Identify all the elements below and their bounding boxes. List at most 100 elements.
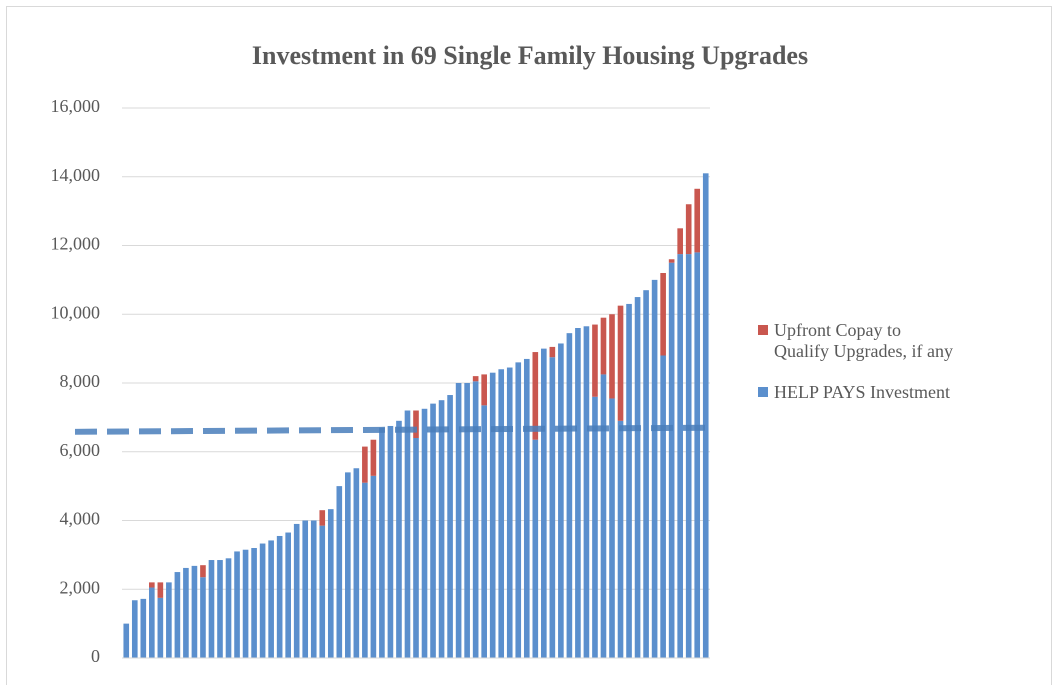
y-tick-label: 10,000 (51, 302, 101, 322)
y-tick-label: 12,000 (51, 234, 101, 254)
chart-title: Investment in 69 Single Family Housing U… (252, 41, 808, 70)
y-tick-label: 16,000 (51, 96, 101, 116)
bar-segment (413, 410, 419, 438)
bar-segment (464, 383, 470, 658)
legend-label: HELP PAYS Investment (774, 382, 951, 402)
bar-segment (472, 376, 479, 382)
reference-line (74, 424, 711, 435)
bar-segment (149, 582, 155, 588)
bar-segment (166, 582, 172, 658)
bar-segment (123, 623, 130, 658)
bar-segment (404, 410, 411, 658)
bar-segment (430, 403, 436, 658)
bar-segment (660, 273, 666, 356)
bar-segment (523, 358, 530, 658)
bar-segment (489, 372, 496, 658)
bar-segment (200, 577, 206, 658)
y-tick-label: 2,000 (60, 577, 101, 597)
bar-segment (370, 475, 377, 658)
bar-segment (319, 525, 326, 658)
bar-segment (259, 543, 266, 658)
bar-segment (575, 328, 581, 658)
bar-segment (668, 262, 675, 658)
y-tick-label: 8,000 (60, 371, 101, 391)
bar-segment (609, 314, 615, 399)
bar-segment (353, 468, 360, 658)
bar-segment (515, 362, 522, 658)
bar-segment (379, 427, 385, 658)
bar-segment (200, 565, 206, 578)
bar-segment (592, 324, 598, 397)
bar-segment (481, 374, 487, 406)
bar-segment (685, 254, 692, 658)
bar-segment (310, 520, 317, 658)
bar-segment (643, 290, 649, 658)
bar-segment (651, 279, 658, 658)
bar-segment (370, 439, 377, 476)
bar-segment (413, 438, 419, 658)
bar-segment (634, 297, 641, 658)
bar-segment (481, 405, 487, 658)
bar-segment (549, 346, 556, 358)
bar-segment (600, 374, 607, 658)
bar-segment (549, 357, 556, 658)
bar-segment (438, 400, 445, 658)
bar-segment (293, 523, 300, 658)
chart-frame (6, 6, 1052, 685)
legend-swatch (758, 325, 768, 335)
bar-segment (302, 520, 309, 658)
bar-segment (131, 600, 138, 658)
bar-segment (345, 472, 351, 658)
bar-segment (558, 343, 564, 658)
bar-segment (506, 367, 513, 658)
bar-segment (208, 560, 215, 658)
bar-segment (677, 254, 683, 658)
bar-segment (498, 369, 505, 658)
bar-segment (319, 510, 326, 526)
bar-segment (327, 509, 334, 658)
bar-segment (157, 582, 164, 598)
bar-segment (362, 482, 368, 658)
y-tick-label: 14,000 (51, 165, 101, 185)
bar-segment (583, 326, 590, 658)
bar-segment (157, 597, 164, 658)
legend: Upfront Copay to Qualify Upgrades, if an… (758, 320, 1048, 403)
bar-segment (472, 381, 479, 658)
bar-segment (251, 548, 257, 658)
bar-segment (149, 587, 155, 658)
bar-segment (140, 598, 147, 658)
bar-segment (566, 333, 573, 658)
bar-segment (268, 540, 274, 658)
bar-segment (285, 532, 291, 658)
bar-segment (183, 567, 189, 658)
bar-segment (702, 173, 709, 658)
bar-segment (217, 560, 223, 658)
legend-swatch (758, 387, 768, 397)
bar-segment (694, 252, 701, 658)
bar-segment (600, 317, 607, 375)
bar-segment (626, 303, 632, 658)
bar-segment (421, 408, 428, 658)
bar-segment (592, 396, 598, 658)
bar-segment (532, 352, 539, 440)
legend-label: Upfront Copay to Qualify Upgrades, if an… (774, 320, 953, 361)
bar-segment (276, 535, 283, 658)
bar-segment (455, 383, 462, 658)
bar-segment (191, 565, 198, 658)
y-tick-label: 0 (91, 646, 100, 666)
bar-segment (617, 420, 624, 658)
bar-segment (617, 305, 624, 421)
bar-segment (609, 398, 615, 658)
bar-segment (362, 446, 368, 483)
bar-segment (668, 259, 675, 263)
bar-segment (225, 558, 232, 658)
bar-segment (685, 204, 692, 255)
bar-segment (336, 486, 343, 658)
bar-segment (532, 439, 539, 658)
y-tick-label: 4,000 (60, 509, 101, 529)
legend-item: HELP PAYS Investment (758, 382, 1048, 403)
bar-segment (174, 572, 181, 658)
bar-segment (234, 551, 240, 658)
